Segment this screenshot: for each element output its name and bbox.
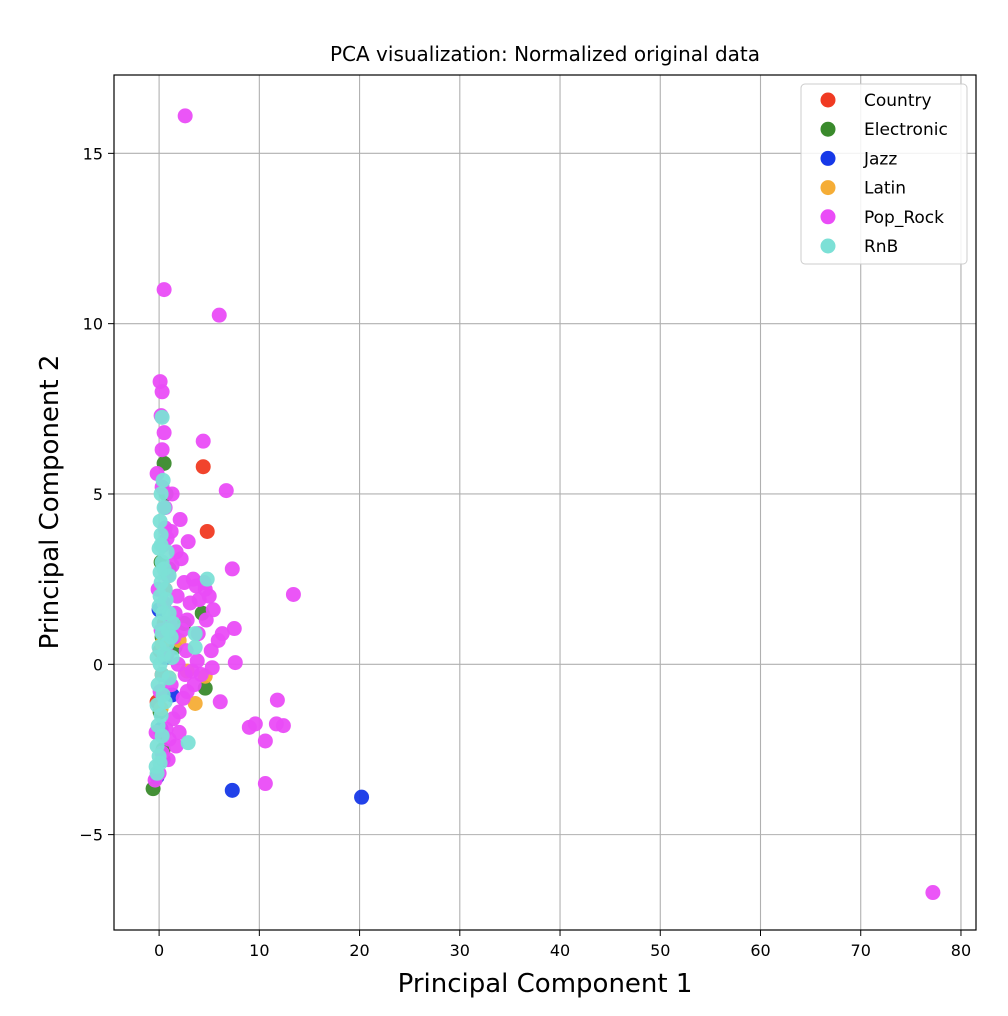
data-point-pop-rock bbox=[224, 561, 240, 577]
data-point-rnb bbox=[199, 571, 215, 587]
data-point-rnb bbox=[161, 670, 177, 686]
legend-marker-latin bbox=[820, 180, 836, 196]
legend-label-rnb: RnB bbox=[864, 237, 898, 257]
data-point-pop-rock bbox=[154, 384, 170, 400]
x-tick-label: 70 bbox=[851, 941, 871, 960]
data-point-pop-rock bbox=[201, 588, 217, 604]
legend-items: Country Electronic Jazz Latin Pop_Rock RnB bbox=[820, 91, 948, 257]
x-tick-label: 60 bbox=[750, 941, 770, 960]
y-axis-label: Principal Component 2 bbox=[35, 355, 65, 650]
data-point-pop-rock bbox=[218, 483, 234, 499]
data-point-latin bbox=[187, 695, 203, 711]
data-point-rnb bbox=[187, 626, 203, 642]
data-point-pop-rock bbox=[226, 621, 242, 637]
y-tick-label: −5 bbox=[79, 826, 103, 845]
data-point-rnb bbox=[152, 513, 168, 529]
data-point-rnb bbox=[156, 561, 172, 577]
data-point-pop-rock bbox=[285, 586, 301, 602]
data-points bbox=[145, 108, 941, 901]
data-point-pop-rock bbox=[227, 655, 243, 671]
data-point-rnb bbox=[157, 694, 173, 710]
legend-marker-country bbox=[820, 92, 836, 108]
data-point-rnb bbox=[187, 639, 203, 655]
data-point-pop-rock bbox=[180, 534, 196, 550]
x-tick-label: 40 bbox=[550, 941, 570, 960]
data-point-pop-rock bbox=[203, 643, 219, 659]
data-point-rnb bbox=[156, 500, 172, 516]
data-point-pop-rock bbox=[156, 282, 172, 298]
y-tick-label: 15 bbox=[83, 144, 103, 163]
data-point-pop-rock bbox=[269, 692, 285, 708]
data-point-pop-rock bbox=[198, 612, 214, 628]
legend-marker-rnb bbox=[820, 238, 836, 254]
data-point-pop-rock bbox=[193, 667, 209, 683]
data-point-pop-rock bbox=[175, 690, 191, 706]
data-point-rnb bbox=[154, 409, 170, 425]
data-point-pop-rock bbox=[176, 575, 192, 591]
data-point-rnb bbox=[155, 472, 171, 488]
data-point-rnb bbox=[152, 755, 168, 771]
x-tick-label: 10 bbox=[249, 941, 269, 960]
data-point-jazz bbox=[224, 782, 240, 798]
x-tick-label: 30 bbox=[450, 941, 470, 960]
data-point-pop-rock bbox=[188, 578, 204, 594]
x-tick-label: 0 bbox=[154, 941, 164, 960]
data-point-country bbox=[199, 523, 215, 539]
legend-marker-jazz bbox=[820, 150, 836, 166]
legend-label-pop-rock: Pop_Rock bbox=[864, 208, 944, 228]
axis-ticks: 0 10 20 30 40 50 60 70 80 −5 0 5 10 15 bbox=[79, 144, 971, 960]
x-axis-label: Principal Component 1 bbox=[398, 969, 693, 999]
legend-marker-pop-rock bbox=[820, 209, 836, 225]
data-point-pop-rock bbox=[257, 733, 273, 749]
x-tick-label: 50 bbox=[650, 941, 670, 960]
data-point-rnb bbox=[159, 636, 175, 652]
legend-label-jazz: Jazz bbox=[863, 149, 897, 169]
plot-frame bbox=[113, 74, 977, 931]
legend-label-country: Country bbox=[864, 91, 932, 111]
data-point-pop-rock bbox=[171, 704, 187, 720]
chart-title: PCA visualization: Normalized original d… bbox=[330, 42, 760, 66]
data-point-pop-rock bbox=[154, 442, 170, 458]
y-tick-label: 5 bbox=[93, 485, 103, 504]
data-point-rnb bbox=[164, 649, 180, 665]
data-point-pop-rock bbox=[925, 885, 941, 901]
data-point-pop-rock bbox=[172, 512, 188, 528]
data-point-rnb bbox=[153, 537, 169, 553]
data-point-pop-rock bbox=[247, 716, 263, 732]
data-point-country bbox=[195, 459, 211, 475]
y-tick-label: 0 bbox=[93, 655, 103, 674]
data-point-pop-rock bbox=[275, 718, 291, 734]
x-tick-label: 80 bbox=[951, 941, 971, 960]
data-point-pop-rock bbox=[177, 108, 193, 124]
data-point-pop-rock bbox=[179, 612, 195, 628]
legend-label-latin: Latin bbox=[864, 179, 906, 199]
legend: Country Electronic Jazz Latin Pop_Rock RnB bbox=[800, 83, 968, 265]
data-point-pop-rock bbox=[211, 307, 227, 323]
x-tick-label: 20 bbox=[349, 941, 369, 960]
data-point-rnb bbox=[149, 649, 165, 665]
data-point-pop-rock bbox=[204, 660, 220, 676]
data-point-rnb bbox=[180, 735, 196, 751]
data-point-pop-rock bbox=[195, 433, 211, 449]
data-point-rnb bbox=[153, 486, 169, 502]
data-point-rnb bbox=[160, 622, 176, 638]
data-point-pop-rock bbox=[257, 776, 273, 792]
data-point-rnb bbox=[158, 592, 174, 608]
legend-marker-electronic bbox=[820, 121, 836, 137]
data-point-jazz bbox=[354, 789, 370, 805]
legend-box bbox=[800, 83, 968, 265]
legend-label-electronic: Electronic bbox=[864, 120, 948, 140]
data-point-pop-rock bbox=[156, 425, 172, 441]
data-point-pop-rock bbox=[212, 694, 228, 710]
y-tick-label: 10 bbox=[83, 315, 103, 334]
